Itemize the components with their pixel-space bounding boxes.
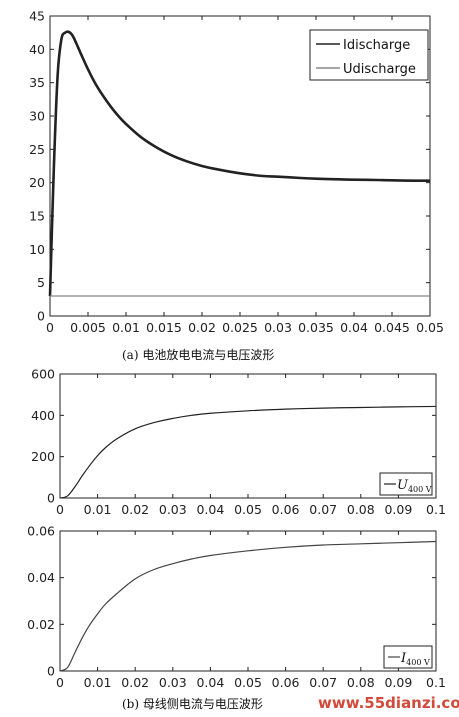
watermark: www.55dianzi.com — [318, 694, 459, 712]
caption-a: (a) 电池放电电流与电压波形 — [122, 348, 275, 362]
y-tick-label: 45 — [29, 9, 45, 24]
series-line-u400-v — [59, 405, 437, 499]
x-tick-label: 0.05 — [416, 320, 444, 335]
x-tick-label: 0.03 — [159, 675, 187, 690]
caption-b: (b) 母线侧电流与电压波形 — [122, 697, 263, 711]
x-tick-label: 0.04 — [196, 502, 224, 517]
y-tick-label: 20 — [29, 175, 45, 190]
x-tick-label: 0.02 — [121, 675, 149, 690]
x-tick-label: 0.07 — [309, 675, 337, 690]
chart-3: 0 0.01 0.02 0.03 0.04 0.05 0.06 0.07 0.08 0.09 0.1… — [27, 524, 446, 691]
y-tick-label: 30 — [29, 109, 45, 124]
x-tick-label: 0 — [56, 502, 64, 517]
legend-label: I400 V — [400, 651, 430, 667]
x-tick-label: 0.015 — [146, 320, 182, 335]
legend: Idischarge Udischarge — [309, 29, 429, 81]
x-tick-label: 0.005 — [70, 320, 106, 335]
x-tick-label: 0.08 — [347, 675, 375, 690]
x-tick-label: 0.07 — [309, 502, 337, 517]
y-tick-label: 0 — [37, 309, 45, 324]
y-tick-label: 15 — [29, 209, 45, 224]
x-tick-label: 0 — [46, 320, 54, 335]
series-line-idischarge — [48, 30, 431, 297]
legend-box — [383, 645, 433, 669]
x-tick-label: 0.045 — [374, 320, 410, 335]
x-tick-label: 0.09 — [384, 675, 412, 690]
legend-box — [379, 472, 433, 496]
legend-label: U400 V — [397, 478, 432, 494]
x-tick-label: 0.02 — [121, 502, 149, 517]
x-tick-label: 0.04 — [196, 675, 224, 690]
y-tick-label: 0.02 — [27, 617, 55, 632]
x-tick-label: 0.08 — [347, 502, 375, 517]
x-tick-label: 0.06 — [272, 502, 300, 517]
x-tick-label: 0.01 — [112, 320, 140, 335]
y-tick-label: 600 — [31, 367, 55, 382]
chart-2: 0 0.01 0.02 0.03 0.04 0.05 0.06 0.07 0.08 0.09 0.1… — [31, 367, 446, 518]
y-tick-label: 40 — [29, 42, 45, 57]
x-tick-label: 0.02 — [188, 320, 216, 335]
x-tick-label: 0.025 — [222, 320, 258, 335]
x-tick-label: 0.03 — [264, 320, 292, 335]
y-tick-label: 200 — [31, 449, 55, 464]
legend-label: Udischarge — [343, 62, 416, 77]
legend: U400 V — [379, 472, 433, 496]
x-tick-label: 0.03 — [159, 502, 187, 517]
legend-box — [309, 29, 429, 81]
plot-frame — [59, 530, 437, 672]
y-tick-label: 400 — [31, 408, 55, 423]
chart-1: 0 0.005 0.01 0.015 0.02 0.025 0.03 0.035 0.04 0.0… — [29, 9, 444, 336]
y-tick-label: 0.04 — [27, 570, 55, 585]
y-tick-label: 0 — [47, 491, 55, 506]
x-tick-label: 0.01 — [84, 675, 112, 690]
x-tick-label: 0.06 — [272, 675, 300, 690]
x-tick-label: 0.1 — [426, 502, 446, 517]
x-tick-label: 0.04 — [340, 320, 368, 335]
x-tick-label: 0 — [56, 675, 64, 690]
x-tick-label: 0.09 — [384, 502, 412, 517]
y-tick-label: 0 — [47, 664, 55, 679]
y-tick-label: 10 — [29, 242, 45, 257]
x-tick-label: 0.1 — [426, 675, 446, 690]
legend-label: Idischarge — [343, 38, 410, 53]
x-tick-label: 0.01 — [84, 502, 112, 517]
y-tick-label: 5 — [37, 275, 45, 290]
x-tick-label: 0.05 — [234, 675, 262, 690]
x-tick-label: 0.05 — [234, 502, 262, 517]
series-line-i400-v — [59, 540, 437, 672]
x-tick-label: 0.035 — [298, 320, 334, 335]
y-tick-label: 0.06 — [27, 524, 55, 539]
legend: I400 V — [383, 645, 433, 669]
y-tick-label: 35 — [29, 75, 45, 90]
y-tick-label: 25 — [29, 142, 45, 157]
